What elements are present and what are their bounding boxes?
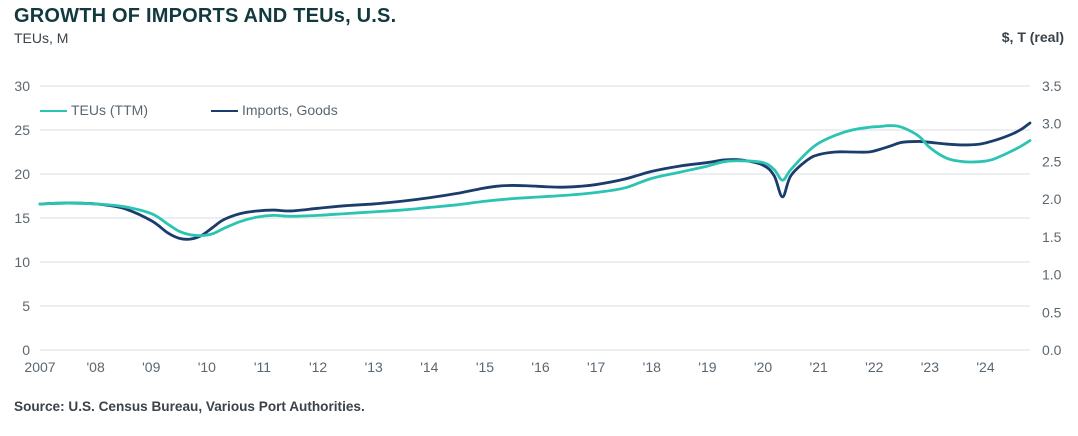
svg-text:1.0: 1.0	[1042, 267, 1062, 283]
svg-text:'19: '19	[698, 359, 716, 375]
svg-text:'24: '24	[976, 359, 994, 375]
svg-text:10: 10	[14, 254, 30, 270]
svg-text:'21: '21	[810, 359, 828, 375]
svg-text:'13: '13	[365, 359, 383, 375]
svg-text:'11: '11	[254, 359, 271, 375]
svg-text:2.5: 2.5	[1042, 153, 1062, 169]
svg-text:'08: '08	[86, 359, 104, 375]
svg-text:'17: '17	[587, 359, 605, 375]
svg-text:0.5: 0.5	[1042, 304, 1062, 320]
svg-text:'10: '10	[198, 359, 216, 375]
svg-text:'09: '09	[142, 359, 160, 375]
svg-text:'12: '12	[309, 359, 327, 375]
svg-text:25: 25	[14, 122, 30, 138]
svg-text:'20: '20	[754, 359, 772, 375]
svg-text:20: 20	[14, 166, 30, 182]
svg-text:'22: '22	[865, 359, 883, 375]
svg-text:'16: '16	[531, 359, 549, 375]
svg-text:1.5: 1.5	[1042, 229, 1062, 245]
svg-text:3.5: 3.5	[1042, 78, 1062, 94]
svg-text:'14: '14	[420, 359, 438, 375]
svg-text:0: 0	[22, 342, 30, 358]
svg-text:30: 30	[14, 78, 30, 94]
svg-text:2007: 2007	[24, 359, 55, 375]
svg-text:5: 5	[22, 298, 30, 314]
svg-text:0.0: 0.0	[1042, 342, 1062, 358]
svg-text:'15: '15	[476, 359, 494, 375]
svg-text:'23: '23	[921, 359, 939, 375]
svg-text:3.0: 3.0	[1042, 116, 1062, 132]
svg-text:'18: '18	[643, 359, 661, 375]
svg-text:2.0: 2.0	[1042, 191, 1062, 207]
svg-text:15: 15	[14, 210, 30, 226]
